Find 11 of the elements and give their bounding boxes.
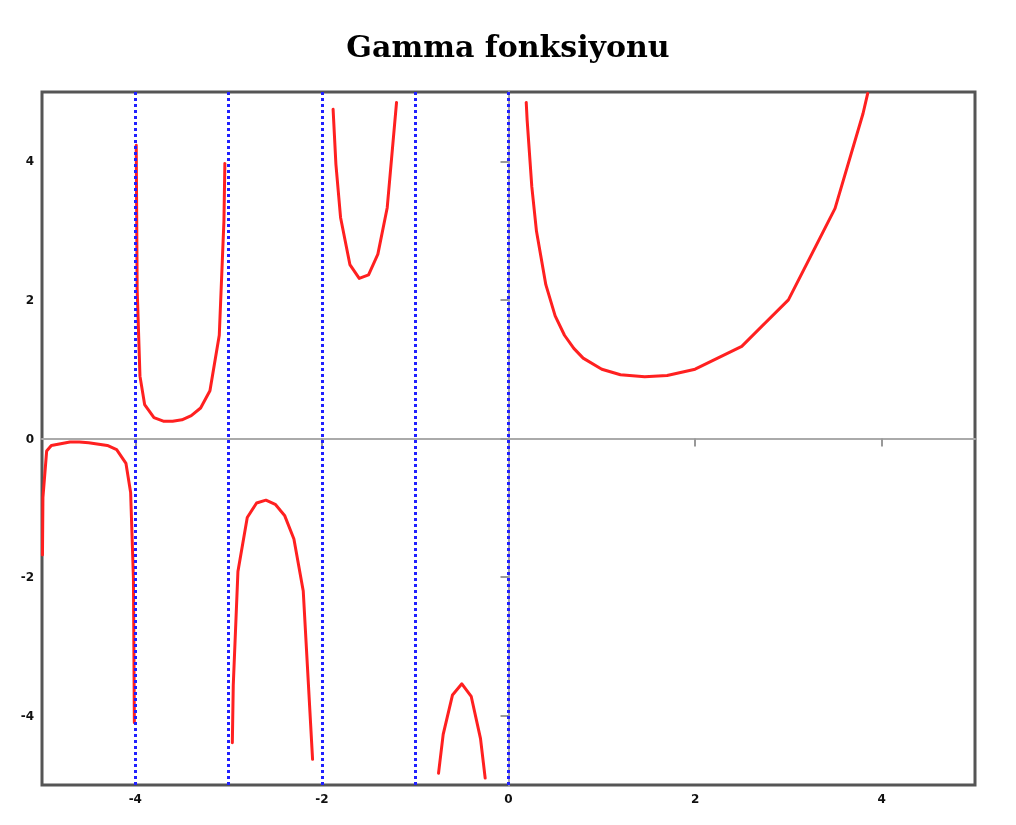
y-tick-label: 2	[25, 292, 34, 307]
x-tick-label: -4	[128, 792, 142, 806]
chart-title: Gamma fonksiyonu	[346, 28, 670, 64]
x-tick-label: -2	[315, 792, 329, 806]
y-tick-label: -2	[20, 570, 34, 585]
x-tick-label: 4	[877, 792, 886, 806]
y-tick-label: -4	[20, 708, 34, 723]
x-tick-label: 0	[504, 792, 513, 806]
y-tick-label: 4	[25, 154, 34, 169]
y-tick-label: 0	[25, 431, 34, 446]
x-tick-label: 2	[690, 792, 700, 806]
